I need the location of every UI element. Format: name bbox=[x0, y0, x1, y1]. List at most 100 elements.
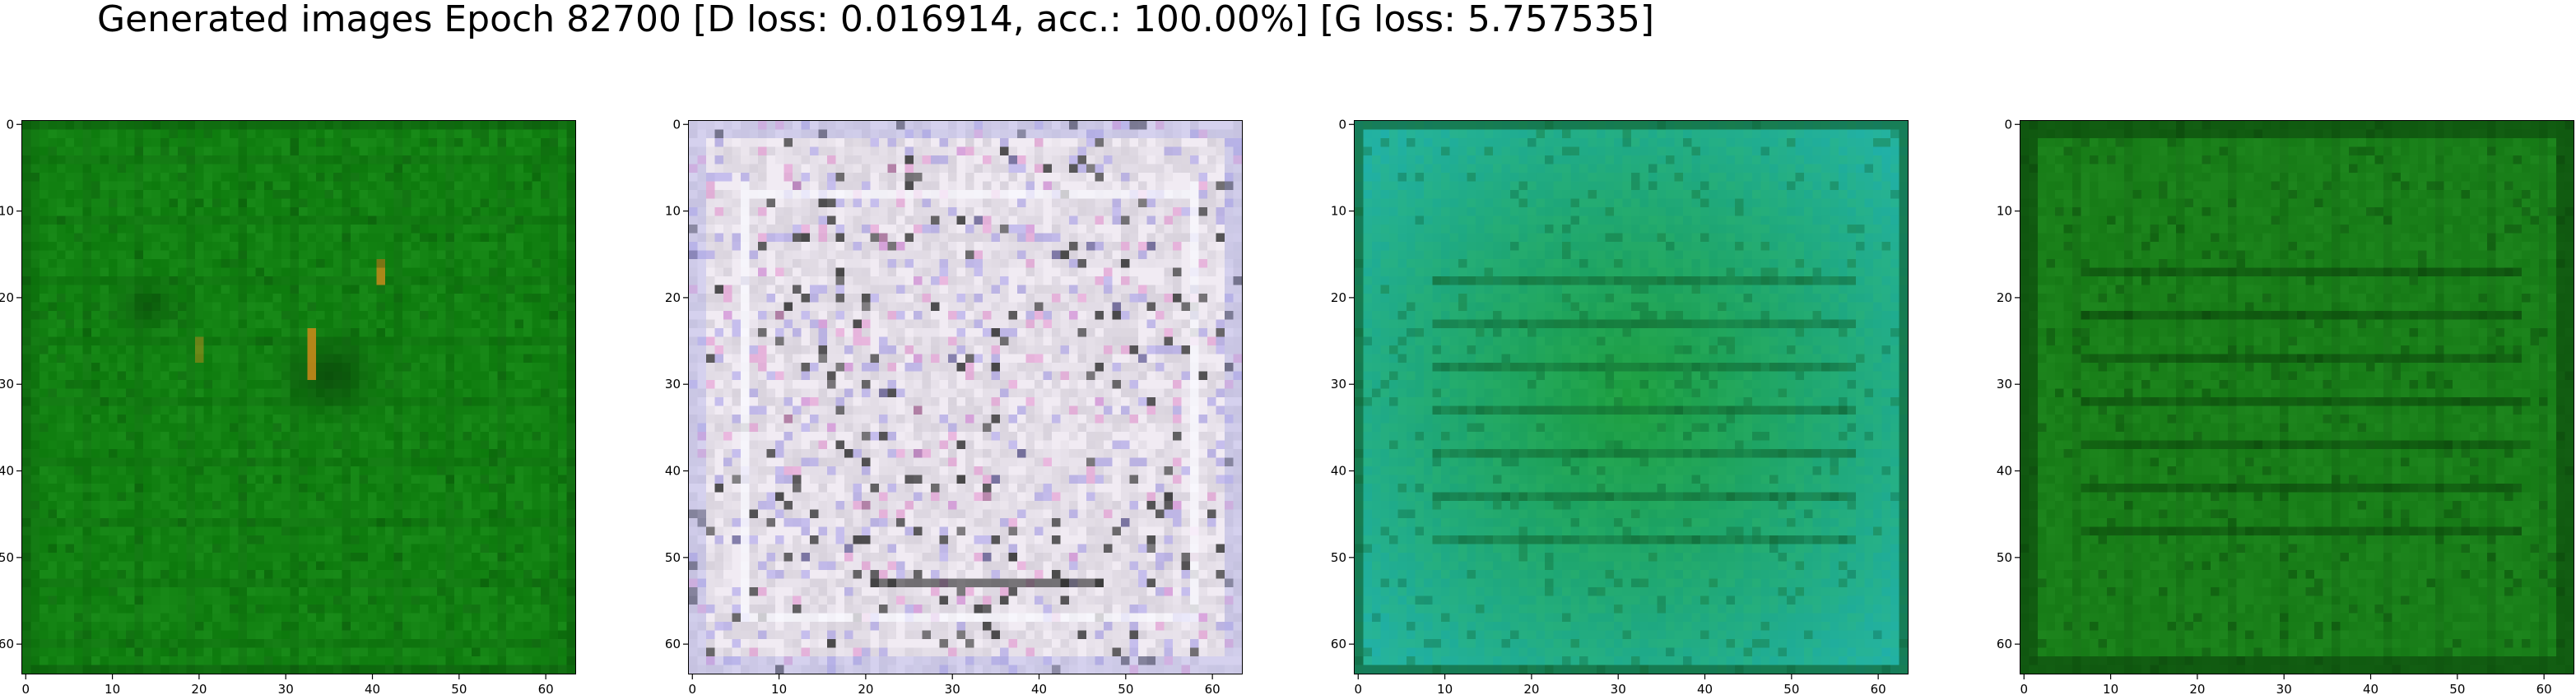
image-pixel bbox=[290, 466, 300, 475]
image-pixel bbox=[40, 267, 49, 277]
image-pixel bbox=[40, 215, 49, 225]
image-pixel bbox=[359, 319, 369, 329]
image-pixel bbox=[65, 457, 75, 467]
image-pixel bbox=[117, 121, 127, 130]
image-pixel bbox=[991, 207, 1001, 216]
image-pixel bbox=[160, 484, 170, 493]
image-pixel bbox=[541, 656, 550, 665]
image-pixel bbox=[454, 181, 463, 191]
image-pixel bbox=[368, 665, 377, 674]
image-pixel bbox=[57, 380, 66, 389]
image-pixel bbox=[376, 302, 386, 312]
image-pixel bbox=[299, 423, 308, 433]
image-pixel bbox=[420, 354, 429, 364]
image-pixel bbox=[238, 138, 248, 147]
image-pixel bbox=[160, 656, 170, 665]
image-pixel bbox=[420, 380, 429, 389]
image-pixel bbox=[57, 242, 66, 251]
image-pixel bbox=[126, 242, 135, 251]
image-pixel bbox=[30, 225, 40, 234]
image-pixel bbox=[514, 665, 524, 674]
image-pixel bbox=[221, 259, 230, 268]
image-pixel bbox=[22, 242, 31, 251]
image-pixel bbox=[186, 605, 196, 614]
image-pixel bbox=[420, 121, 429, 130]
image-pixel bbox=[290, 319, 300, 329]
image-pixel bbox=[143, 146, 152, 156]
image-pixel bbox=[472, 155, 481, 164]
image-pixel bbox=[48, 380, 58, 389]
image-pixel bbox=[299, 466, 308, 475]
image-pixel bbox=[1060, 129, 1070, 139]
image-pixel bbox=[290, 164, 300, 174]
image-pixel bbox=[195, 639, 204, 648]
image-pixel bbox=[230, 242, 239, 251]
image-pixel bbox=[428, 328, 438, 337]
image-pixel bbox=[143, 121, 152, 130]
image-pixel bbox=[359, 242, 369, 251]
image-pixel bbox=[82, 397, 92, 406]
image-pixel bbox=[134, 457, 144, 467]
image-pixel bbox=[91, 475, 100, 484]
image-pixel bbox=[264, 207, 273, 216]
image-pixel bbox=[272, 363, 282, 372]
image-pixel bbox=[420, 259, 429, 268]
image-pixel bbox=[532, 492, 542, 502]
image-pixel bbox=[359, 553, 369, 562]
image-pixel bbox=[203, 544, 213, 554]
image-pixel bbox=[324, 146, 334, 156]
image-pixel bbox=[255, 354, 265, 364]
image-pixel bbox=[195, 656, 204, 665]
image-pixel bbox=[151, 164, 161, 174]
image-pixel bbox=[281, 570, 291, 579]
image-pixel bbox=[523, 501, 532, 510]
image-pixel bbox=[22, 276, 31, 285]
image-pixel bbox=[463, 622, 472, 631]
image-pixel bbox=[532, 354, 542, 364]
image-pixel bbox=[480, 423, 490, 433]
image-pixel bbox=[57, 371, 66, 381]
image-pixel bbox=[281, 561, 291, 571]
image-pixel bbox=[385, 138, 394, 147]
image-pixel bbox=[489, 518, 498, 527]
image-pixel bbox=[445, 302, 455, 312]
image-pixel bbox=[437, 146, 446, 156]
image-pixel bbox=[143, 544, 152, 554]
image-pixel bbox=[766, 164, 776, 174]
image-pixel bbox=[853, 190, 863, 199]
image-pixel bbox=[566, 233, 575, 243]
image-pixel bbox=[272, 345, 282, 354]
image-pixel bbox=[758, 146, 767, 156]
image-pixel bbox=[247, 475, 256, 484]
image-pixel bbox=[359, 570, 369, 579]
image-pixel bbox=[109, 595, 118, 605]
image-pixel bbox=[523, 129, 532, 139]
image-pixel bbox=[506, 449, 515, 458]
image-pixel bbox=[324, 440, 334, 450]
image-pixel bbox=[316, 595, 325, 605]
image-pixel bbox=[255, 449, 265, 458]
image-pixel bbox=[445, 587, 455, 596]
image-pixel bbox=[178, 294, 187, 303]
y-tick-label: 50 bbox=[0, 550, 14, 565]
image-pixel bbox=[212, 449, 221, 458]
image-pixel bbox=[290, 250, 300, 260]
image-pixel bbox=[134, 190, 144, 199]
image-pixel bbox=[514, 475, 524, 484]
image-pixel bbox=[472, 423, 481, 433]
image-pixel bbox=[48, 526, 58, 536]
image-pixel bbox=[558, 492, 567, 502]
image-pixel bbox=[1164, 138, 1174, 147]
image-pixel bbox=[264, 639, 273, 648]
image-pixel bbox=[351, 518, 360, 527]
image-pixel bbox=[402, 587, 412, 596]
image-pixel bbox=[853, 233, 863, 243]
image-pixel bbox=[30, 267, 40, 277]
image-pixel bbox=[134, 518, 144, 527]
image-pixel bbox=[74, 155, 83, 164]
image-pixel bbox=[342, 336, 351, 346]
image-pixel bbox=[307, 225, 317, 234]
image-pixel bbox=[117, 345, 127, 354]
image-pixel bbox=[497, 605, 507, 614]
image-pixel bbox=[333, 475, 342, 484]
